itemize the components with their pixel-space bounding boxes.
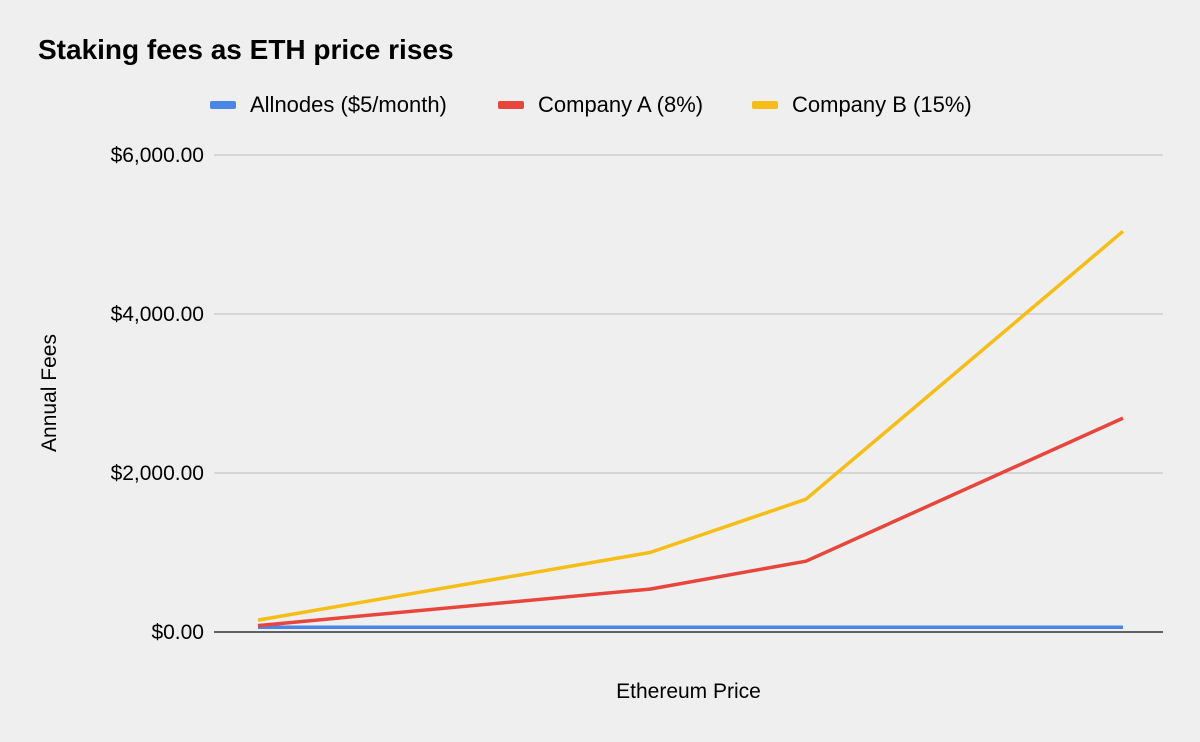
legend-swatch-company-b [752, 101, 778, 109]
series-lines [257, 229, 1125, 629]
y-tick-label: $4,000.00 [111, 303, 204, 326]
series-line-company-b-15[interactable] [257, 229, 1125, 622]
legend-label-allnodes: Allnodes ($5/month) [250, 92, 447, 117]
legend-item-company-a[interactable]: Company A (8%) [498, 90, 703, 120]
legend-swatch-allnodes [210, 101, 236, 109]
y-tick-label: $0.00 [151, 621, 204, 644]
y-tick-label: $6,000.00 [111, 144, 204, 167]
legend-item-company-b[interactable]: Company B (15%) [752, 90, 972, 120]
y-tick-label: $2,000.00 [111, 462, 204, 485]
chart-title: Staking fees as ETH price rises [38, 34, 454, 65]
x-axis-title: Ethereum Price [616, 680, 761, 703]
legend-label-company-b: Company B (15%) [792, 92, 972, 117]
legend: Allnodes ($5/month) Company A (8%) Compa… [0, 90, 1200, 120]
y-axis-title: Annual Fees [38, 334, 61, 452]
gridlines [214, 154, 1163, 633]
y-tick-labels: $0.00 $2,000.00 $4,000.00 $6,000.00 [111, 144, 204, 644]
series-line-company-a-8[interactable] [257, 416, 1124, 628]
legend-label-company-a: Company A (8%) [538, 92, 704, 117]
legend-swatch-company-a [498, 101, 524, 109]
legend-item-allnodes[interactable]: Allnodes ($5/month) [210, 90, 447, 120]
